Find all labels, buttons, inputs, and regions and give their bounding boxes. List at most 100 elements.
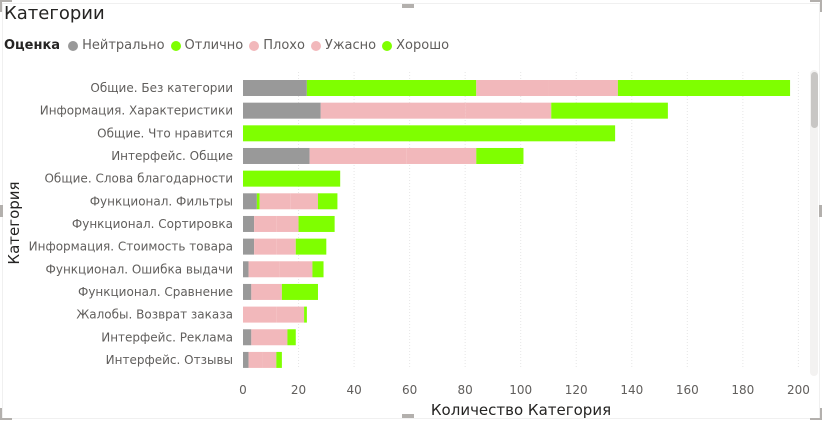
legend: Оценка Нейтрально Отлично Плохо Ужасно Х…	[4, 38, 455, 53]
bar-segment[interactable]	[254, 215, 277, 232]
x-tick-label: 120	[565, 383, 588, 397]
bar-segment[interactable]	[312, 261, 324, 278]
legend-item-excellent[interactable]: Отлично	[170, 38, 244, 53]
category-label: Функционал. Сравнение	[78, 285, 233, 299]
legend-item-bad[interactable]: Плохо	[249, 38, 305, 53]
bar-segment[interactable]	[287, 329, 296, 346]
bar-segment[interactable]	[465, 102, 552, 119]
bar-segment[interactable]	[251, 283, 268, 300]
bar-segment[interactable]	[243, 80, 307, 96]
bar-segment[interactable]	[262, 351, 277, 368]
scrollbar-thumb[interactable]	[811, 72, 818, 128]
legend-item-neutral[interactable]: Нейтрально	[68, 38, 165, 53]
bar-segment[interactable]	[254, 238, 277, 255]
legend-neutral-label: Нейтрально	[82, 38, 165, 53]
bar-segment[interactable]	[248, 351, 263, 368]
bar-segment[interactable]	[276, 306, 305, 323]
legend-terrible-swatch	[310, 40, 321, 51]
category-label: Общие. Без категории	[90, 81, 233, 95]
bars	[243, 80, 791, 368]
category-label: Интерфейс. Общие	[111, 149, 233, 163]
bar-segment[interactable]	[309, 147, 407, 164]
bar-segment[interactable]	[251, 329, 268, 346]
legend-good-label: Хорошо	[396, 38, 450, 53]
bar-segment[interactable]	[276, 238, 296, 255]
x-tick-label: 80	[458, 383, 473, 397]
bar-segment[interactable]	[243, 215, 255, 232]
bar-segment[interactable]	[317, 193, 338, 210]
category-label: Функционал. Сортировка	[72, 217, 233, 231]
bar-segment[interactable]	[243, 351, 249, 368]
bar-segment[interactable]	[243, 261, 249, 278]
bar-segment[interactable]	[617, 80, 791, 96]
legend-item-good[interactable]: Хорошо	[382, 38, 449, 53]
legend-bad-swatch	[249, 40, 260, 51]
bar-segment[interactable]	[320, 102, 466, 119]
x-tick-label: 160	[676, 383, 699, 397]
bar-segment[interactable]	[279, 261, 313, 278]
bar-segment[interactable]	[290, 193, 318, 210]
legend-item-terrible[interactable]: Ужасно	[310, 38, 377, 53]
bar-segment[interactable]	[298, 215, 335, 232]
y-axis-title: Категория	[5, 181, 23, 264]
x-tick-label: 20	[291, 383, 306, 397]
bar-segment[interactable]	[304, 306, 307, 323]
bar-segment[interactable]	[259, 193, 291, 210]
legend-terrible-label: Ужасно	[324, 38, 377, 53]
resize-handle-left[interactable]	[0, 205, 3, 217]
resize-corner-top-left[interactable]	[0, 0, 12, 12]
bar-segment[interactable]	[551, 102, 668, 119]
bar-segment[interactable]	[276, 215, 299, 232]
x-tick-label: 200	[787, 383, 810, 397]
x-tick-label: 140	[620, 383, 643, 397]
bar-segment[interactable]	[243, 170, 341, 187]
bar-segment[interactable]	[248, 261, 280, 278]
legend-excellent-label: Отлично	[184, 38, 244, 53]
legend-excellent-swatch	[170, 40, 181, 51]
resize-corner-bottom-left[interactable]	[0, 408, 12, 420]
category-label: Общие. Что нравится	[97, 126, 233, 140]
bar-segment[interactable]	[243, 238, 255, 255]
bar-segment[interactable]	[256, 193, 260, 210]
category-label: Интерфейс. Реклама	[101, 330, 233, 344]
x-tick-label: 40	[346, 383, 361, 397]
bar-segment[interactable]	[281, 283, 318, 300]
category-label: Информация. Стоимость товара	[29, 240, 233, 254]
category-label: Функционал. Ошибка выдачи	[46, 262, 233, 276]
bar-segment[interactable]	[243, 125, 616, 142]
bar-segment[interactable]	[243, 306, 277, 323]
bar-segment[interactable]	[476, 80, 549, 96]
chart-title: Категории	[4, 3, 105, 24]
legend-neutral-swatch	[68, 40, 79, 51]
resize-handle-right[interactable]	[819, 205, 822, 217]
category-label: Интерфейс. Отзывы	[106, 353, 233, 367]
x-axis-title: Количество Категория	[431, 401, 611, 419]
category-labels: Общие. Без категории Информация. Характер…	[29, 81, 233, 367]
bar-segment[interactable]	[243, 147, 310, 164]
resize-handle-top[interactable]	[402, 4, 414, 8]
bar-segment[interactable]	[243, 102, 321, 119]
resize-corner-top-right[interactable]	[810, 0, 822, 12]
bar-segment[interactable]	[267, 283, 282, 300]
bar-segment[interactable]	[267, 329, 288, 346]
category-label: Жалобы. Возврат заказа	[76, 308, 233, 322]
vertical-scrollbar[interactable]	[810, 70, 818, 376]
x-tick-labels: 0 20 40 60 80 100 120 140 160 180 200	[239, 383, 810, 397]
bar-segment[interactable]	[243, 283, 252, 300]
bar-segment[interactable]	[406, 147, 477, 164]
bar-segment[interactable]	[276, 351, 282, 368]
bar-segment[interactable]	[243, 329, 252, 346]
legend-bad-label: Плохо	[263, 38, 305, 53]
resize-corner-bottom-right[interactable]	[810, 408, 822, 420]
x-tick-label: 100	[509, 383, 532, 397]
bar-segment[interactable]	[243, 193, 257, 210]
bar-segment[interactable]	[306, 80, 477, 96]
category-label: Общие. Слова благодарности	[44, 172, 233, 186]
category-label: Функционал. Фильтры	[90, 194, 233, 208]
bar-segment[interactable]	[295, 238, 327, 255]
bar-segment[interactable]	[548, 80, 618, 96]
bar-segment[interactable]	[476, 147, 524, 164]
x-tick-label: 180	[731, 383, 754, 397]
resize-handle-bottom[interactable]	[402, 414, 414, 418]
